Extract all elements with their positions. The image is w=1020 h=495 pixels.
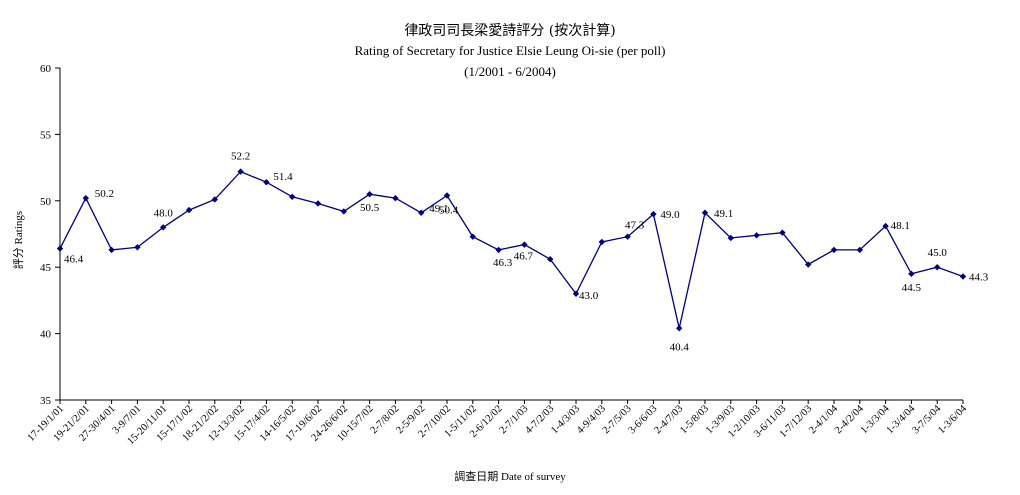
chart-title: 律政司司長梁愛詩評分 (按次計算) (404, 23, 615, 39)
chart-subtitle: Rating of Secretary for Justice Elsie Le… (355, 43, 666, 58)
data-label: 50.5 (360, 202, 380, 214)
data-label: 52.2 (231, 151, 250, 163)
data-point (882, 222, 889, 230)
data-point (237, 168, 244, 175)
data-label: 43.0 (579, 290, 599, 302)
data-point (908, 270, 915, 278)
data-point (934, 264, 941, 271)
y-tick-label: 50 (40, 196, 52, 208)
data-point (211, 196, 218, 203)
data-point (263, 179, 270, 186)
data-point (469, 233, 476, 240)
chart-period: (1/2001 - 6/2004) (464, 64, 556, 79)
data-point (753, 232, 760, 239)
data-point (82, 194, 89, 202)
data-label: 40.4 (670, 341, 690, 353)
y-ticks: 35 40 45 50 55 60 (40, 63, 60, 407)
data-label: 50.2 (95, 188, 114, 200)
data-label: 47.3 (625, 220, 645, 232)
data-point (418, 209, 425, 216)
series-line (59, 170, 964, 329)
data-label: 49.1 (714, 208, 733, 220)
data-point (856, 246, 863, 254)
data-point (572, 290, 580, 297)
x-tick-label: 1-3/6/04 (936, 403, 969, 436)
data-label: 44.5 (902, 282, 922, 294)
data-point (366, 190, 373, 198)
x-axis-label: 調查日期 Date of survey (454, 469, 566, 483)
data-point (701, 209, 709, 216)
y-tick-label: 40 (40, 329, 52, 341)
data-point (547, 256, 554, 263)
data-labels: 46.450.248.052.251.450.5 49.150.446.346.7… (64, 151, 989, 354)
y-tick-label: 45 (40, 262, 52, 274)
data-label: 45.0 (928, 247, 948, 259)
data-point (185, 206, 193, 214)
data-point (779, 229, 786, 236)
data-point (830, 246, 838, 254)
data-point (521, 241, 528, 248)
data-label: 46.4 (64, 254, 84, 266)
y-tick-label: 55 (40, 129, 52, 141)
y-axis-label: 評分 Ratings (11, 211, 25, 269)
data-point (392, 194, 399, 202)
data-point (160, 224, 167, 231)
data-point (727, 234, 734, 242)
data-label: 49.1 (429, 203, 448, 215)
data-point (598, 238, 605, 246)
data-point (959, 273, 967, 280)
data-label: 49.0 (660, 209, 680, 221)
data-label: 51.4 (273, 171, 293, 183)
data-point (443, 192, 451, 199)
data-label: 46.3 (493, 257, 513, 269)
data-point (108, 246, 115, 254)
data-point (289, 193, 296, 201)
data-point (340, 208, 347, 215)
data-point (805, 261, 812, 268)
data-point (650, 210, 657, 218)
data-point (676, 325, 683, 332)
data-label: 46.7 (514, 251, 534, 263)
data-point (495, 246, 502, 254)
data-point (624, 233, 631, 240)
y-tick-label: 60 (40, 63, 52, 75)
series-markers (56, 168, 967, 332)
data-label: 44.3 (969, 271, 989, 283)
data-label: 48.1 (891, 220, 910, 232)
data-label: 50.4 (439, 204, 459, 216)
data-point (56, 245, 64, 252)
y-tick-label: 35 (40, 395, 52, 407)
data-label: 48.0 (154, 207, 174, 219)
data-point (134, 244, 141, 251)
data-point (314, 200, 322, 207)
x-ticks: 17-19/1/0119-21/2/0127-30/4/013-9/7/0115… (26, 400, 970, 447)
